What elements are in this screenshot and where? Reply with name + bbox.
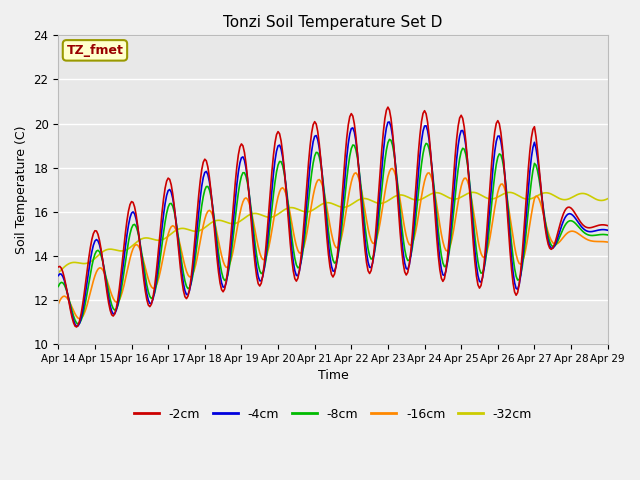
X-axis label: Time: Time <box>317 370 348 383</box>
Legend: -2cm, -4cm, -8cm, -16cm, -32cm: -2cm, -4cm, -8cm, -16cm, -32cm <box>129 403 537 426</box>
Title: Tonzi Soil Temperature Set D: Tonzi Soil Temperature Set D <box>223 15 443 30</box>
Text: TZ_fmet: TZ_fmet <box>67 44 124 57</box>
Y-axis label: Soil Temperature (C): Soil Temperature (C) <box>15 125 28 254</box>
